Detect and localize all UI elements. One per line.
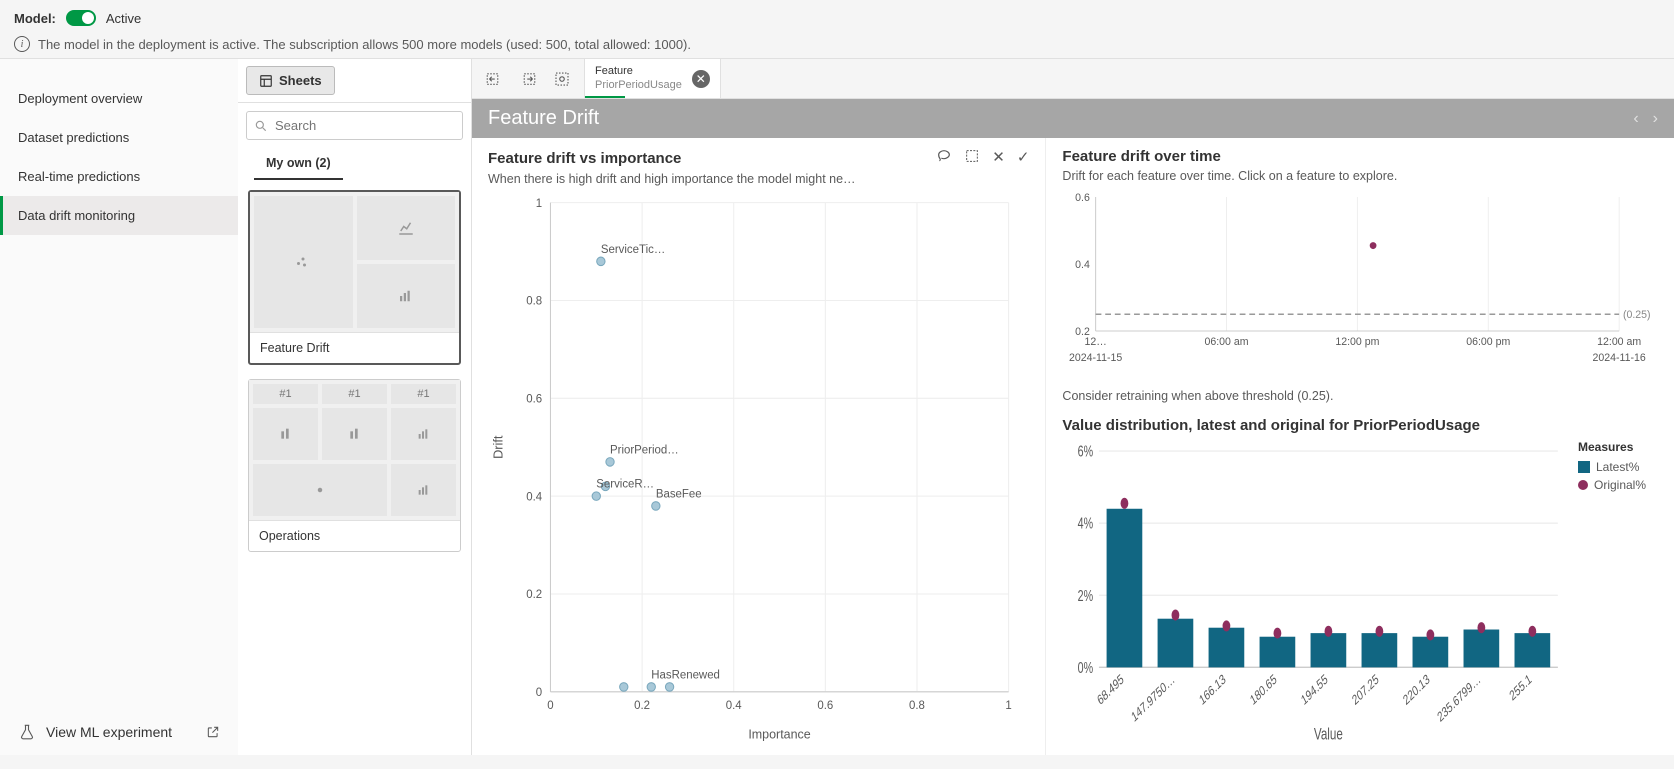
svg-text:0.4: 0.4 [726, 700, 742, 712]
svg-text:PriorPeriod…: PriorPeriod… [610, 444, 679, 456]
content-area: Feature PriorPeriodUsage ✕ Feature Drift… [472, 59, 1674, 755]
sheets-button-label: Sheets [279, 73, 322, 88]
svg-text:1: 1 [1005, 700, 1011, 712]
svg-text:2%: 2% [1078, 587, 1094, 604]
scatter-subtitle: When there is high drift and high import… [488, 172, 1029, 186]
svg-text:ServiceTic…: ServiceTic… [601, 244, 665, 256]
sheets-icon [259, 74, 273, 88]
svg-text:Drift: Drift [492, 435, 506, 459]
svg-text:68.495: 68.495 [1095, 671, 1126, 709]
svg-text:0.2: 0.2 [1076, 326, 1091, 338]
svg-text:147.9750…: 147.9750… [1130, 671, 1178, 725]
nav-item[interactable]: Data drift monitoring [0, 196, 238, 235]
svg-text:0.4: 0.4 [526, 491, 542, 503]
chart-toolbar: ✕ ✓ [936, 148, 1029, 168]
svg-text:0.8: 0.8 [526, 296, 542, 308]
svg-text:1: 1 [536, 198, 542, 210]
model-active-text: Active [106, 11, 141, 26]
svg-text:6%: 6% [1078, 443, 1094, 460]
scatter-chart[interactable]: 0 0.2 0.4 0.6 0.8 1 0 0.2 0.4 0.6 0.8 1 ServiceTic… P… [488, 192, 1029, 745]
linechart-title: Feature drift over time [1062, 148, 1658, 165]
view-ml-experiment-link[interactable]: View ML experiment [0, 709, 238, 755]
svg-text:180.65: 180.65 [1248, 671, 1279, 709]
svg-text:0.6: 0.6 [526, 393, 542, 405]
sheet-card-feature-drift[interactable]: Feature Drift [248, 190, 461, 365]
svg-text:0: 0 [536, 687, 542, 699]
view-ml-experiment-label: View ML experiment [46, 724, 172, 740]
feature-tab-label: Feature [595, 65, 682, 78]
nav-item[interactable]: Deployment overview [0, 79, 238, 118]
svg-text:2024-11-15: 2024-11-15 [1069, 352, 1122, 364]
subscription-info: The model in the deployment is active. T… [38, 37, 691, 52]
linechart-note: Consider retraining when above threshold… [1062, 389, 1658, 403]
svg-text:0.4: 0.4 [1076, 259, 1091, 271]
model-active-toggle[interactable] [66, 10, 96, 26]
barchart-title: Value distribution, latest and original … [1062, 417, 1658, 434]
line-chart[interactable]: 12…2024-11-1506:00 am12:00 pm06:00 pm12:… [1062, 189, 1658, 379]
next-sheet-icon[interactable]: › [1653, 110, 1658, 128]
barchart-legend: Measures Latest% Original% [1568, 440, 1658, 745]
lasso-icon[interactable] [936, 148, 952, 168]
sheet-card-title: Operations [249, 520, 460, 551]
external-link-icon [206, 725, 220, 739]
search-icon [254, 119, 268, 133]
svg-text:220.13: 220.13 [1401, 671, 1432, 709]
sheets-panel: Sheets My own (2) Feature Drift #1#1#1 [238, 59, 472, 755]
my-own-tab[interactable]: My own (2) [254, 148, 343, 180]
selection-clear-icon[interactable] [548, 65, 576, 93]
legend-title: Measures [1578, 440, 1658, 454]
sheet-card-operations[interactable]: #1#1#1 Operations [248, 379, 461, 552]
svg-text:255.1: 255.1 [1508, 671, 1535, 704]
feature-filter-tab[interactable]: Feature PriorPeriodUsage ✕ [585, 59, 721, 98]
svg-text:12:00 pm: 12:00 pm [1336, 336, 1380, 348]
confirm-icon[interactable]: ✓ [1017, 148, 1030, 168]
svg-text:Value: Value [1314, 726, 1343, 745]
svg-text:207.25: 207.25 [1350, 671, 1381, 709]
svg-text:06:00 pm: 06:00 pm [1467, 336, 1511, 348]
nav-item[interactable]: Real-time predictions [0, 157, 238, 196]
sheets-button[interactable]: Sheets [246, 66, 335, 95]
svg-text:0.2: 0.2 [634, 700, 650, 712]
search-input[interactable] [246, 111, 463, 140]
cancel-icon[interactable]: ✕ [992, 148, 1005, 168]
sheet-card-title: Feature Drift [250, 332, 459, 363]
svg-text:194.55: 194.55 [1299, 671, 1330, 709]
svg-text:0: 0 [547, 700, 553, 712]
svg-text:166.13: 166.13 [1197, 671, 1228, 709]
info-icon: i [14, 36, 30, 52]
svg-text:0.6: 0.6 [817, 700, 833, 712]
svg-text:4%: 4% [1078, 515, 1094, 532]
selection-back-icon[interactable] [480, 65, 508, 93]
linechart-subtitle: Drift for each feature over time. Click … [1062, 169, 1658, 183]
svg-text:BaseFee: BaseFee [656, 488, 702, 500]
svg-text:Importance: Importance [748, 728, 810, 742]
nav-item[interactable]: Dataset predictions [0, 118, 238, 157]
close-icon[interactable]: ✕ [692, 70, 710, 88]
model-label: Model: [14, 11, 56, 26]
feature-tab-value: PriorPeriodUsage [595, 79, 682, 92]
svg-text:0.2: 0.2 [526, 589, 542, 601]
svg-text:235.6799…: 235.6799… [1436, 671, 1484, 725]
left-nav: Deployment overviewDataset predictionsRe… [0, 59, 238, 755]
svg-text:12:00 am: 12:00 am [1598, 336, 1642, 348]
prev-sheet-icon[interactable]: ‹ [1633, 110, 1638, 128]
page-title-bar: Feature Drift ‹ › [472, 99, 1674, 138]
bar-chart[interactable]: 0% 2% 4% 6% 68.495147.9750… 166.13 180.65 194.5… [1062, 440, 1568, 745]
svg-text:06:00 am: 06:00 am [1205, 336, 1249, 348]
svg-text:(0.25): (0.25) [1623, 309, 1651, 321]
svg-text:2024-11-16: 2024-11-16 [1593, 352, 1646, 364]
svg-text:HasRenewed: HasRenewed [651, 669, 720, 681]
flask-icon [18, 723, 36, 741]
page-title: Feature Drift [488, 107, 599, 130]
top-bar: Model: Active i The model in the deploym… [0, 0, 1674, 58]
svg-text:0.6: 0.6 [1076, 192, 1091, 204]
scatter-title: Feature drift vs importance [488, 150, 681, 167]
svg-text:0%: 0% [1078, 659, 1094, 676]
selection-forward-icon[interactable] [514, 65, 542, 93]
svg-text:0.8: 0.8 [909, 700, 925, 712]
marquee-icon[interactable] [964, 148, 980, 168]
svg-text:ServiceR…: ServiceR… [596, 479, 654, 491]
